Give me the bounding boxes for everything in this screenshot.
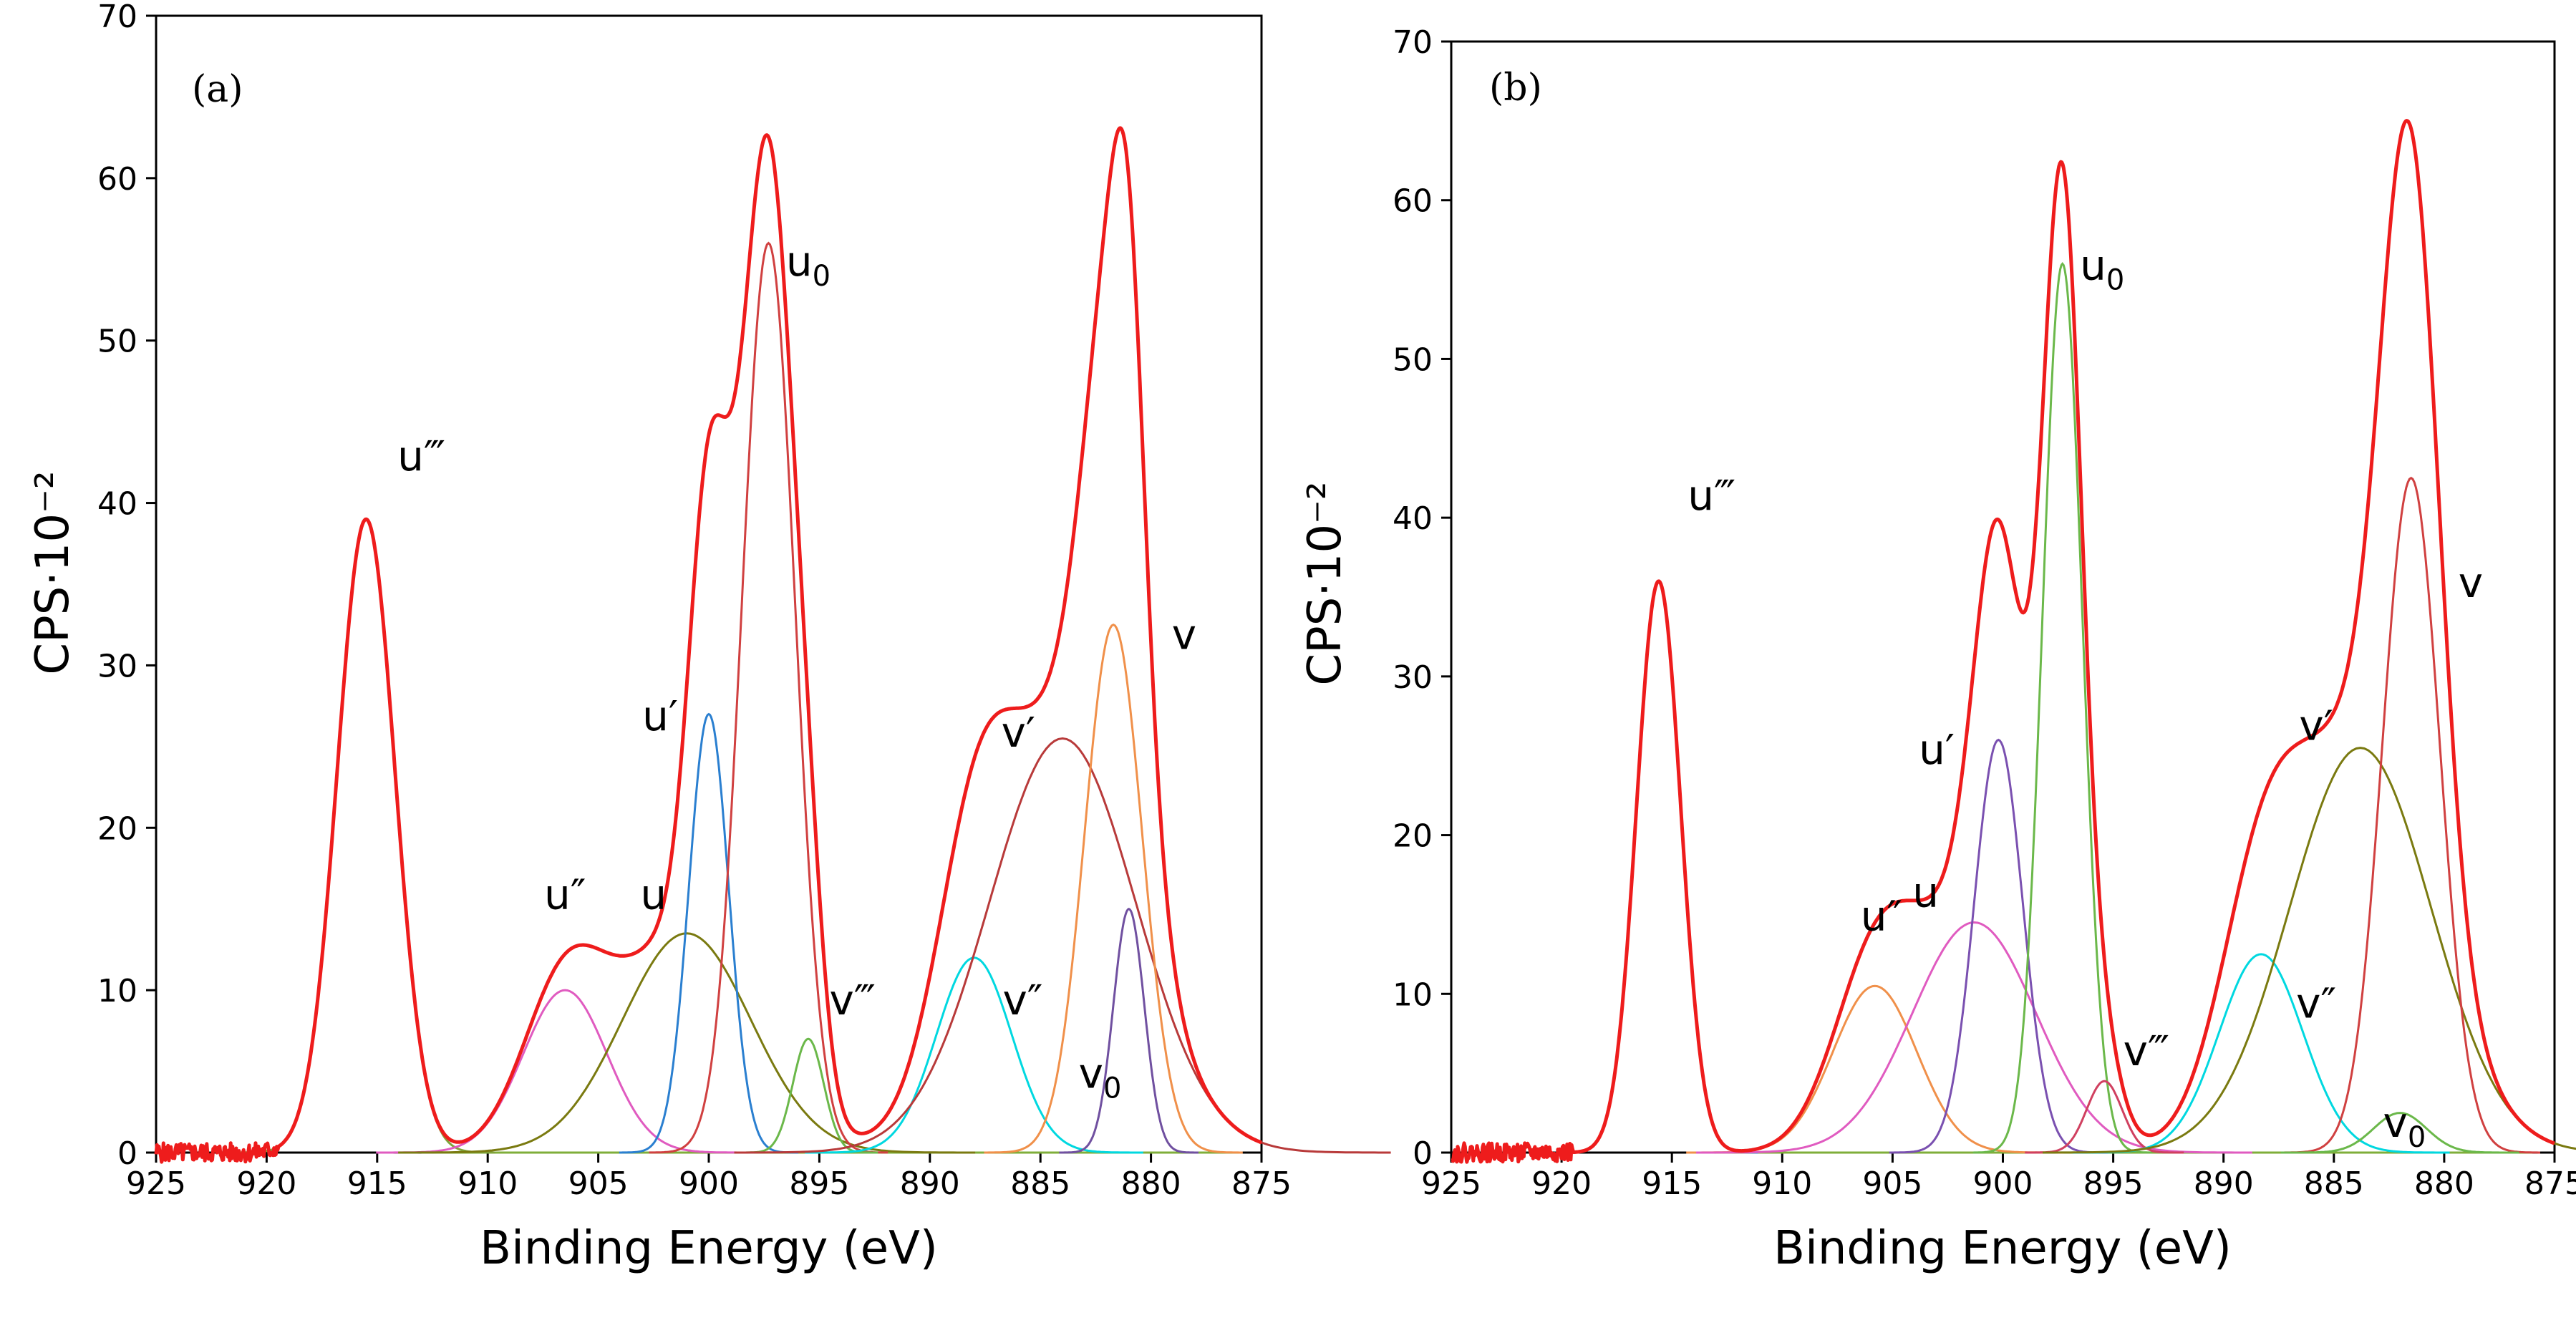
panel-tag: (b) (1489, 67, 1542, 110)
y-tick-label: 70 (1393, 24, 1433, 61)
plot-frame (1450, 40, 2556, 1154)
peak-label: v″ (2296, 979, 2336, 1028)
y-tick-label: 50 (1393, 341, 1433, 378)
component-peak-v′ (2043, 747, 2576, 1154)
y-tick-label: 10 (97, 973, 137, 1009)
peak-label: v‴ (829, 976, 876, 1024)
y-tick-label: 30 (1393, 659, 1433, 696)
x-tick-label: 920 (1531, 1165, 1592, 1202)
y-tick-label: 0 (117, 1135, 137, 1172)
peak-label: u″ (1861, 892, 1902, 941)
peak-label: u (640, 871, 667, 919)
peak-label: v′ (2299, 702, 2333, 750)
component-peak-v0 (2280, 1112, 2519, 1154)
y-tick-label: 40 (1393, 500, 1433, 537)
component-peak-u0 (1972, 261, 2152, 1154)
envelope-line (1450, 119, 2556, 1164)
x-tick-label: 915 (1642, 1165, 1702, 1202)
component-peak-u″ (376, 989, 755, 1154)
component-peak-u0 (649, 241, 888, 1154)
component-peak-v (2282, 476, 2540, 1154)
x-tick-label: 910 (457, 1165, 518, 1202)
x-axis-title: Binding Energy (eV) (1773, 1222, 2232, 1275)
x-tick-label: 875 (1231, 1165, 1292, 1202)
component-peak-u (398, 932, 976, 1154)
y-tick-label: 40 (97, 486, 137, 523)
peak-label: v (2459, 558, 2483, 607)
panel-tag: (a) (192, 68, 243, 111)
x-tick-label: 880 (2414, 1165, 2474, 1202)
plot-frame (155, 14, 1263, 1154)
peak-label: v (1172, 611, 1196, 659)
y-tick-label: 60 (1393, 183, 1433, 220)
x-tick-label: 925 (1421, 1165, 1481, 1202)
x-tick-label: 880 (1121, 1165, 1181, 1202)
x-axis-title: Binding Energy (eV) (480, 1222, 938, 1275)
peak-label: v″ (1002, 976, 1042, 1024)
y-tick-label: 30 (97, 648, 137, 684)
x-tick-label: 900 (1973, 1165, 2033, 1202)
x-tick-label: 895 (789, 1165, 849, 1202)
peak-label: v‴ (2124, 1027, 2170, 1075)
peak-label: u″ (544, 871, 586, 919)
x-tick-label: 905 (1862, 1165, 1922, 1202)
y-tick-label: 60 (97, 161, 137, 198)
x-tick-label: 895 (2083, 1165, 2144, 1202)
x-tick-label: 875 (2524, 1165, 2576, 1202)
x-tick-label: 905 (568, 1165, 629, 1202)
envelope-line (154, 126, 1263, 1164)
x-tick-label: 890 (900, 1165, 960, 1202)
peak-label: u (1912, 868, 1939, 916)
y-tick-label: 10 (1393, 976, 1433, 1013)
x-tick-label: 890 (2194, 1165, 2254, 1202)
peak-label: u′ (642, 692, 678, 740)
x-tick-label: 915 (347, 1165, 407, 1202)
x-tick-label: 920 (236, 1165, 296, 1202)
y-tick-label: 50 (97, 324, 137, 360)
chart-panel-0: 925 920 915 910 905 900 895 890 885 880 875 0 10 20 30… (26, 0, 1391, 1275)
component-peak-v (984, 624, 1243, 1154)
peak-label: u‴ (1688, 471, 1735, 520)
component-peak-u (1696, 921, 2252, 1154)
peak-label: u′ (1919, 725, 1955, 774)
x-tick-label: 885 (2304, 1165, 2364, 1202)
y-axis-title: CPS·10⁻² (26, 470, 79, 674)
peak-label: v′ (1002, 708, 1036, 757)
peak-label: u‴ (397, 432, 445, 480)
component-peak-v′ (734, 737, 1391, 1154)
x-tick-label: 885 (1010, 1165, 1070, 1202)
y-axis-title: CPS·10⁻² (1299, 481, 1352, 685)
x-tick-label: 900 (679, 1165, 739, 1202)
x-tick-label: 925 (126, 1165, 186, 1202)
y-tick-label: 70 (97, 0, 137, 35)
component-peak-u′ (1889, 738, 2108, 1154)
component-peak-v0 (1059, 908, 1199, 1154)
x-tick-label: 910 (1752, 1165, 1812, 1202)
y-tick-label: 0 (1413, 1135, 1433, 1172)
chart-panel-1: 925 920 915 910 905 900 895 890 885 880 875 0 10 20 30… (1299, 24, 2576, 1275)
y-tick-label: 20 (1393, 818, 1433, 855)
component-peak-v″ (805, 956, 1143, 1154)
y-tick-label: 20 (97, 810, 137, 847)
